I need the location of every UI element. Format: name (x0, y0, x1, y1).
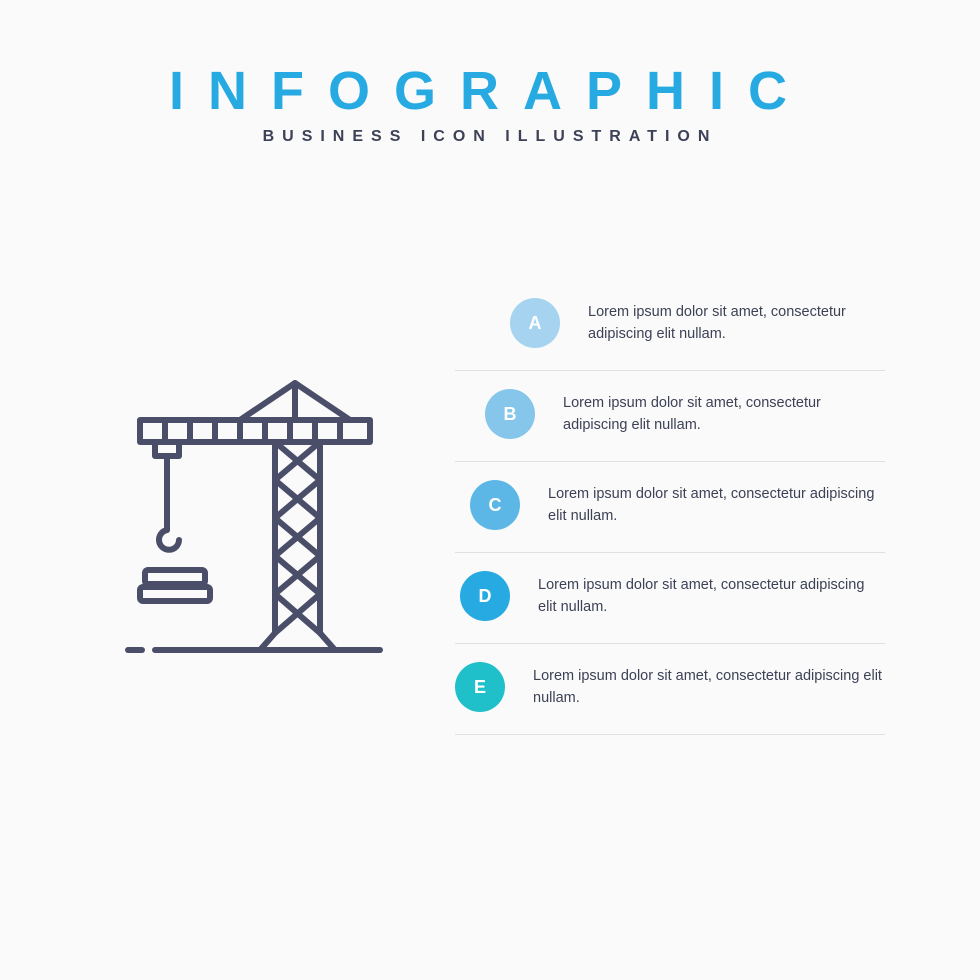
step-badge-d: D (460, 571, 510, 621)
step-text: Lorem ipsum dolor sit amet, consectetur … (548, 483, 885, 528)
step-text: Lorem ipsum dolor sit amet, consectetur … (538, 574, 885, 619)
step-badge-b: B (485, 389, 535, 439)
steps-list: A Lorem ipsum dolor sit amet, consectetu… (455, 280, 885, 735)
list-item: E Lorem ipsum dolor sit amet, consectetu… (455, 644, 885, 735)
crane-icon (120, 375, 400, 665)
step-text: Lorem ipsum dolor sit amet, consectetur … (563, 392, 885, 437)
page-title: INFOGRAPHIC (0, 60, 980, 122)
header: INFOGRAPHIC BUSINESS ICON ILLUSTRATION (0, 0, 980, 146)
step-badge-e: E (455, 662, 505, 712)
list-item: C Lorem ipsum dolor sit amet, consectetu… (455, 462, 885, 553)
list-item: A Lorem ipsum dolor sit amet, consectetu… (455, 280, 885, 371)
page-subtitle: BUSINESS ICON ILLUSTRATION (0, 128, 980, 146)
step-text: Lorem ipsum dolor sit amet, consectetur … (533, 665, 885, 710)
step-text: Lorem ipsum dolor sit amet, consectetur … (588, 301, 885, 346)
step-badge-a: A (510, 298, 560, 348)
step-badge-c: C (470, 480, 520, 530)
list-item: B Lorem ipsum dolor sit amet, consectetu… (455, 371, 885, 462)
list-item: D Lorem ipsum dolor sit amet, consectetu… (455, 553, 885, 644)
